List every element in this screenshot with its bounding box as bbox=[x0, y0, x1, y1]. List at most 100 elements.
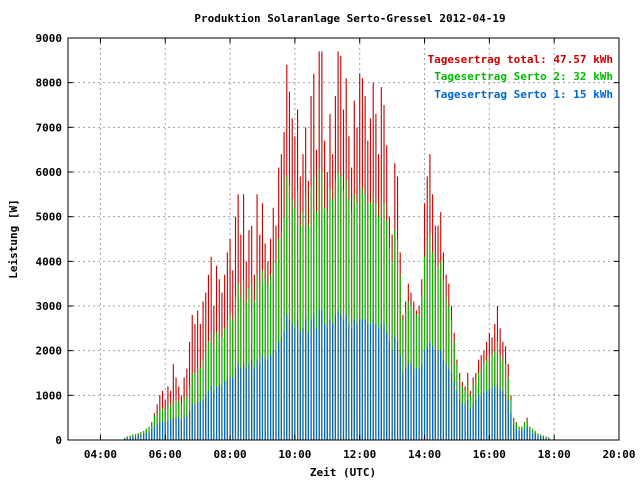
bar-serto2 bbox=[297, 189, 299, 440]
bar-serto1 bbox=[378, 328, 380, 440]
bar-serto1 bbox=[261, 355, 264, 440]
bar-serto1 bbox=[156, 424, 158, 440]
bar-serto1 bbox=[537, 435, 539, 440]
y-tick-label: 6000 bbox=[36, 166, 63, 179]
bar-serto1 bbox=[402, 373, 404, 440]
bar-serto1 bbox=[183, 417, 185, 440]
bar-serto1 bbox=[494, 386, 496, 440]
bar-serto1 bbox=[456, 390, 458, 440]
bar-serto1 bbox=[199, 402, 201, 440]
bar-serto1 bbox=[267, 359, 269, 440]
bar-serto1 bbox=[504, 393, 507, 440]
bar-serto1 bbox=[513, 426, 515, 440]
bar-serto1 bbox=[270, 355, 272, 440]
bar-serto1 bbox=[523, 428, 526, 440]
bar-serto1 bbox=[248, 364, 250, 440]
bar-serto2 bbox=[345, 180, 347, 440]
bar-serto2 bbox=[286, 176, 288, 440]
bar-serto2 bbox=[369, 203, 372, 440]
bar-serto1 bbox=[359, 319, 361, 440]
bar-serto1 bbox=[161, 422, 164, 440]
bar-serto1 bbox=[191, 404, 193, 440]
bar-serto1 bbox=[243, 364, 245, 440]
x-tick-label: 20:00 bbox=[602, 448, 635, 461]
bar-serto1 bbox=[218, 386, 220, 440]
bar-serto1 bbox=[326, 328, 328, 440]
bar-serto2 bbox=[272, 261, 274, 440]
bar-serto1 bbox=[361, 319, 363, 440]
bar-serto1 bbox=[280, 337, 282, 440]
bar-serto1 bbox=[164, 422, 166, 440]
bar-serto2 bbox=[288, 185, 291, 440]
bar-serto2 bbox=[337, 172, 339, 440]
bar-serto2 bbox=[356, 203, 358, 440]
bar-serto1 bbox=[340, 314, 342, 440]
bar-serto2 bbox=[294, 207, 296, 440]
bar-serto2 bbox=[380, 198, 382, 440]
bar-serto1 bbox=[194, 404, 196, 440]
y-axis-label: Leistung [W] bbox=[7, 199, 20, 278]
bar-serto2 bbox=[342, 189, 345, 440]
bar-serto2 bbox=[329, 189, 331, 440]
bar-serto1 bbox=[483, 393, 485, 440]
bar-serto2 bbox=[259, 283, 261, 440]
bar-serto1 bbox=[499, 388, 501, 440]
bar-serto1 bbox=[213, 390, 215, 440]
bar-serto1 bbox=[226, 379, 228, 440]
bar-serto2 bbox=[321, 172, 323, 440]
bar-serto1 bbox=[299, 332, 301, 440]
bar-serto2 bbox=[229, 314, 231, 440]
bar-serto1 bbox=[210, 386, 212, 440]
bar-serto1 bbox=[423, 350, 426, 440]
bar-serto1 bbox=[491, 388, 493, 440]
bar-serto1 bbox=[126, 437, 128, 440]
bar-serto1 bbox=[407, 364, 409, 440]
bar-serto1 bbox=[175, 417, 177, 440]
bar-serto1 bbox=[488, 388, 490, 440]
bar-serto1 bbox=[461, 404, 463, 440]
x-tick-label: 08:00 bbox=[213, 448, 246, 461]
bar-serto1 bbox=[240, 368, 242, 440]
bar-serto2 bbox=[429, 234, 431, 440]
bar-serto1 bbox=[464, 404, 466, 440]
bar-serto1 bbox=[432, 346, 434, 440]
bar-serto1 bbox=[337, 310, 339, 440]
bar-serto1 bbox=[375, 323, 377, 440]
bar-serto1 bbox=[259, 364, 261, 440]
bar-serto2 bbox=[315, 212, 318, 440]
bar-serto1 bbox=[153, 426, 156, 440]
bar-serto2 bbox=[318, 167, 320, 440]
bar-serto1 bbox=[159, 422, 161, 440]
x-tick-label: 06:00 bbox=[149, 448, 182, 461]
bar-serto1 bbox=[288, 319, 291, 440]
bar-serto2 bbox=[386, 221, 388, 440]
bar-serto1 bbox=[237, 364, 239, 440]
bar-serto2 bbox=[332, 198, 334, 440]
bar-serto1 bbox=[334, 314, 336, 440]
bar-serto1 bbox=[364, 319, 366, 440]
bar-serto2 bbox=[359, 185, 361, 440]
bar-serto1 bbox=[348, 323, 350, 440]
bar-serto1 bbox=[245, 368, 247, 440]
bar-serto1 bbox=[221, 386, 223, 440]
bar-serto1 bbox=[531, 432, 534, 440]
bar-serto1 bbox=[372, 319, 374, 440]
bar-serto2 bbox=[283, 216, 285, 440]
bar-serto1 bbox=[205, 395, 207, 440]
bar-serto1 bbox=[294, 328, 296, 440]
bar-serto2 bbox=[237, 283, 239, 440]
bar-serto1 bbox=[202, 399, 204, 440]
x-tick-label: 10:00 bbox=[278, 448, 311, 461]
bar-serto1 bbox=[224, 381, 226, 440]
bar-serto1 bbox=[307, 332, 309, 440]
bar-serto2 bbox=[348, 198, 350, 440]
bar-serto1 bbox=[380, 323, 382, 440]
bar-serto1 bbox=[253, 368, 255, 440]
bar-serto2 bbox=[396, 239, 399, 440]
bar-serto1 bbox=[297, 319, 299, 440]
bar-serto2 bbox=[426, 243, 428, 440]
bar-serto1 bbox=[332, 323, 334, 440]
bar-serto1 bbox=[477, 395, 480, 440]
